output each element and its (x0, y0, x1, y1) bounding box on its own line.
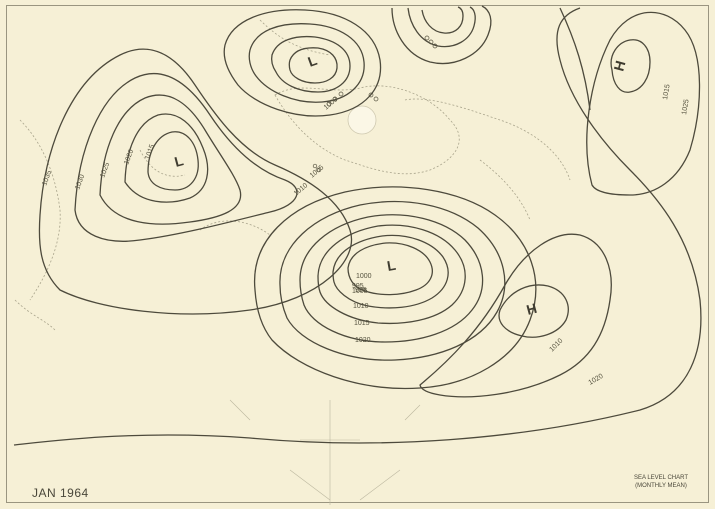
chart-frame (6, 5, 709, 503)
isobar-label: 1015 (354, 320, 370, 327)
station-markers (312, 35, 438, 173)
isobar (407, 6, 476, 48)
low-pressure-center: L (386, 257, 398, 274)
isobar-label: 995 (352, 283, 364, 290)
isobar (13, 7, 702, 446)
low-pressure-center: L (306, 52, 320, 70)
isobar-label: 1015 (144, 144, 156, 161)
isobar (559, 7, 591, 111)
isobar-label: 1020 (123, 149, 135, 166)
isobar-label: 1005 (352, 288, 368, 295)
isobar (248, 23, 365, 103)
isobar (147, 131, 199, 191)
isobar (299, 214, 484, 343)
isobar (288, 47, 338, 84)
isobar (38, 48, 353, 315)
coastlines (14, 19, 571, 331)
isobar-label: 1025 (99, 162, 111, 179)
isobar-label: 1020 (355, 337, 371, 344)
isobar-label: 1025 (681, 99, 691, 116)
isobars (13, 5, 702, 446)
isobar (586, 11, 701, 196)
isobar-label: 1010 (548, 337, 564, 353)
isobar (498, 284, 569, 338)
isobar (332, 234, 449, 309)
isobar (279, 200, 506, 361)
isobar-label: 1015 (662, 84, 672, 101)
chart-date-label: JAN 1964 (32, 486, 89, 500)
low-pressure-center: L (173, 152, 186, 170)
isobar (270, 35, 351, 93)
isobar (253, 186, 537, 390)
high-pressure-center: H (525, 300, 539, 318)
isobar (99, 94, 242, 225)
isobar (74, 73, 298, 242)
isobar-label: 1000 (356, 273, 372, 280)
isobar-label: 1030 (74, 174, 86, 191)
isobar-label: 995 (355, 287, 367, 294)
chart-title: SEA LEVEL CHART (633, 475, 689, 481)
isobar (419, 233, 612, 398)
isobar-label: 1035 (41, 170, 53, 187)
chart-subtitle: (MONTHLY MEAN) (635, 483, 687, 489)
isobar (610, 39, 651, 93)
chart-title-block: SEA LEVEL CHART (MONTHLY MEAN) (621, 474, 701, 490)
graticule (229, 399, 421, 505)
pressure-centers: L L L H H (173, 52, 629, 318)
isobar-label: 1010 (353, 303, 369, 310)
isobar-label: 1010 (293, 182, 310, 197)
isobar (347, 242, 433, 296)
isobar (124, 113, 209, 203)
north-pole-marker (347, 105, 377, 135)
isobar (223, 9, 382, 117)
high-pressure-center: H (610, 59, 628, 73)
isobar (391, 5, 492, 64)
isobar (317, 224, 466, 325)
isobar (421, 6, 464, 34)
isobar-label: 1020 (588, 373, 605, 387)
